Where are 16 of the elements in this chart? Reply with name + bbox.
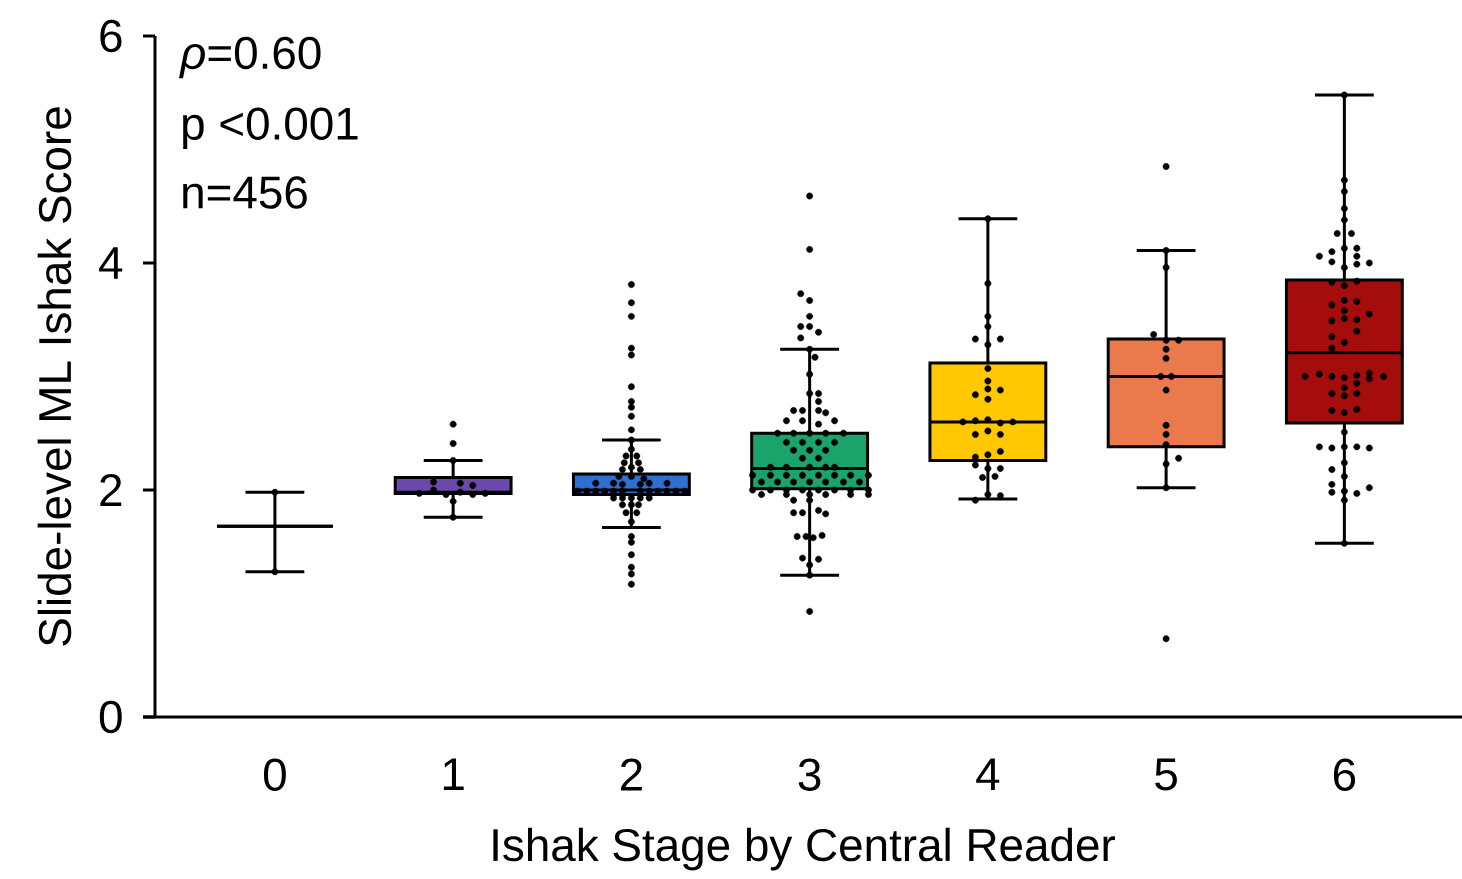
- x-tick-label: 3: [798, 758, 821, 791]
- y-tick-label: 0: [99, 700, 122, 734]
- y-tick-label: 4: [99, 247, 123, 279]
- y-axis-title: Slide-level ML Ishak Score: [37, 107, 72, 646]
- x-tick-label: 0: [263, 758, 286, 791]
- annotation: n=456: [183, 176, 307, 209]
- x-tick-label: 6: [1333, 758, 1356, 791]
- y-tick-label: 2: [100, 474, 122, 506]
- x-tick-label: 1: [443, 758, 464, 791]
- annotation: ρ=0.60: [179, 36, 321, 79]
- x-axis-title: Ishak Stage by Central Reader: [493, 827, 1115, 871]
- y-tick-label: 6: [100, 19, 122, 53]
- x-tick-label: 2: [620, 758, 642, 791]
- x-tick-label: 4: [976, 758, 1000, 791]
- x-tick-label: 5: [1155, 758, 1177, 791]
- annotation: p <0.001: [183, 107, 358, 150]
